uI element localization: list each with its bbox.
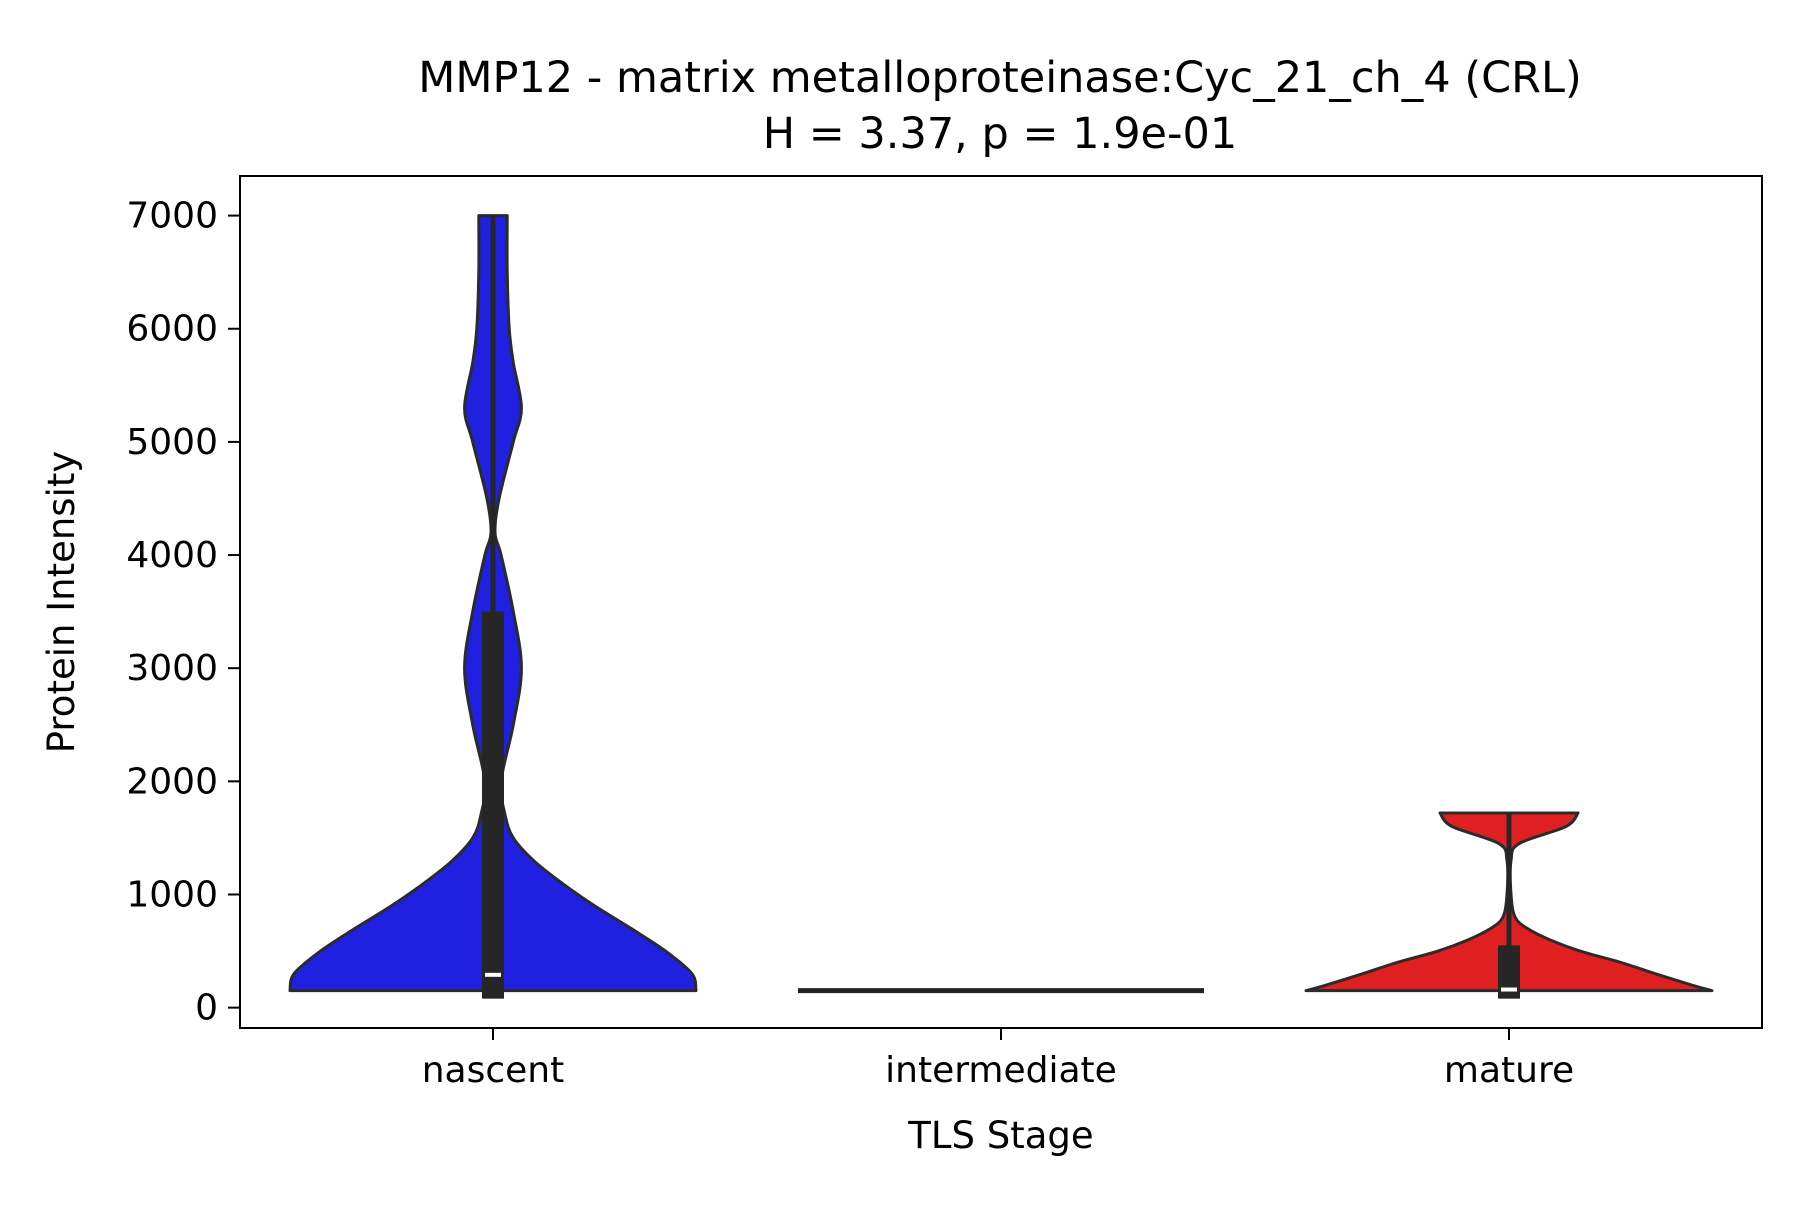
violin-mature	[1304, 811, 1714, 999]
y-tick-label: 2000	[126, 761, 218, 802]
x-tick-label: intermediate	[885, 1050, 1117, 1091]
y-tick-label: 5000	[126, 422, 218, 463]
y-tick-label: 3000	[126, 648, 218, 689]
chart-subtitle: H = 3.37, p = 1.9e-01	[763, 109, 1238, 159]
y-tick-label: 6000	[126, 309, 218, 350]
x-axis-label: TLS Stage	[907, 1114, 1093, 1157]
plot-area	[288, 214, 1714, 999]
violin-nascent	[288, 214, 698, 999]
x-axis: nascent intermediate mature	[422, 1028, 1574, 1091]
x-tick-label: mature	[1444, 1050, 1574, 1091]
y-tick-label: 7000	[126, 196, 218, 237]
y-tick-label: 4000	[126, 535, 218, 576]
violin-iqr-box	[482, 611, 504, 999]
y-tick-label: 1000	[126, 874, 218, 915]
violin-iqr-box	[1498, 945, 1520, 999]
x-tick-label: nascent	[422, 1050, 565, 1091]
y-axis-label: Protein Intensity	[40, 451, 83, 754]
y-tick-label: 0	[195, 988, 218, 1029]
y-axis: 0 1000 2000 3000 4000 5000 6000 7000	[126, 196, 240, 1029]
chart-title: MMP12 - matrix metalloproteinase:Cyc_21_…	[418, 53, 1582, 103]
